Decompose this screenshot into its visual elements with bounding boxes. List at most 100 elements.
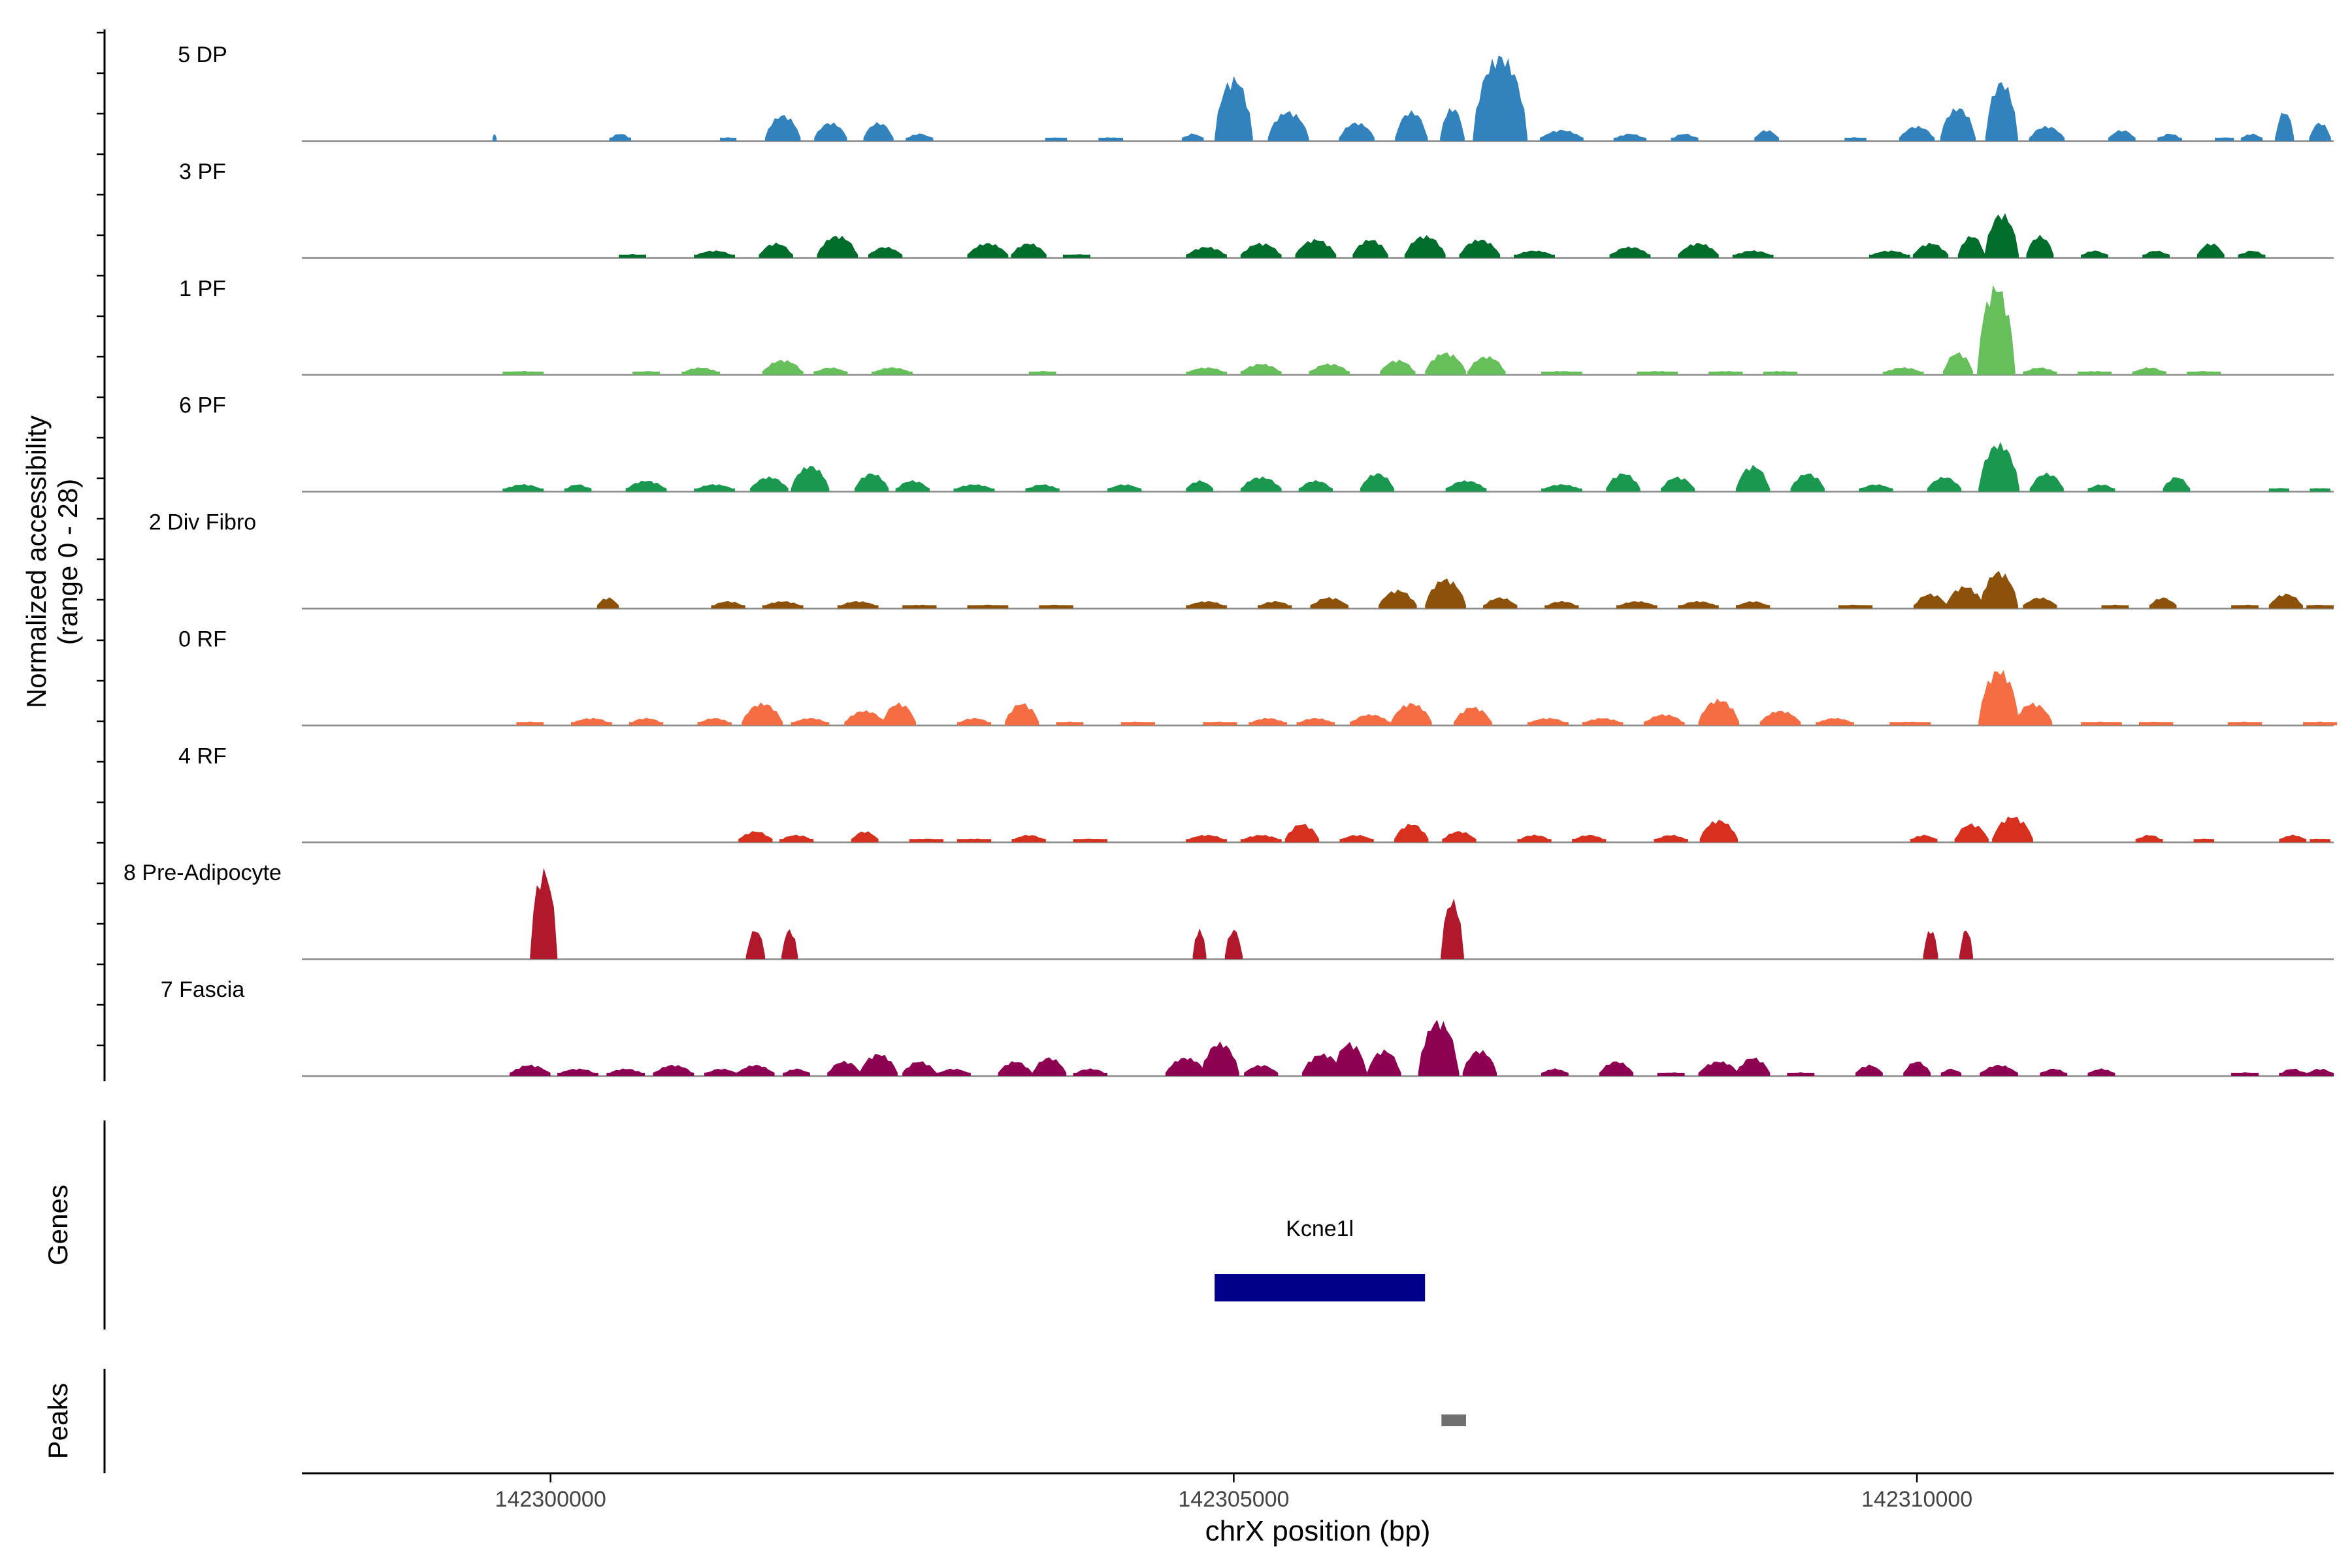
coverage-peak — [1098, 137, 1123, 141]
coverage-peak — [1855, 1064, 1883, 1076]
coverage-peak — [2135, 835, 2163, 843]
coverage-peak — [1360, 473, 1395, 492]
coverage-peak — [694, 484, 735, 492]
coverage-peak — [2081, 250, 2108, 258]
coverage-peak — [781, 929, 798, 960]
coverage-peak — [2193, 838, 2214, 843]
coverage-peak — [779, 834, 814, 843]
coverage-peak — [1025, 484, 1060, 492]
coverage-peak — [1698, 1061, 1740, 1076]
track-label: 0 RF — [178, 627, 227, 651]
coverage-peak — [956, 717, 992, 726]
coverage-peak — [1787, 1072, 1815, 1076]
coverage-peak — [1186, 367, 1227, 375]
coverage-peak — [1440, 108, 1465, 141]
coverage-peak — [1339, 122, 1375, 141]
coverage-peak — [1352, 240, 1388, 258]
coverage-peak — [2026, 235, 2054, 258]
track-7-fascia: 7 Fascia — [161, 977, 2334, 1077]
coverage-peak — [1661, 476, 1695, 492]
coverage-peak — [2227, 721, 2262, 726]
coverage-peak — [1978, 442, 2019, 492]
coverage-peak — [844, 710, 886, 726]
coverage-peak — [998, 1061, 1032, 1076]
coverage-peak — [1838, 604, 1873, 609]
coverage-peak — [1923, 931, 1938, 960]
coverage-peak — [1736, 601, 1771, 609]
coverage-peak — [619, 253, 646, 258]
coverage-peak — [745, 931, 765, 960]
coverage-peak — [1790, 473, 1825, 492]
coverage-peak — [967, 604, 1009, 609]
coverage-peak — [1844, 137, 1867, 141]
accessibility-tracks: 5 DP 3 PF 1 PF 6 PF 2 Div Fibro 0 RF 4 RF 8 Pre… — [123, 42, 2338, 1077]
track-8-pre-adipocyte: 8 Pre-Adipocyte — [123, 860, 2334, 960]
coverage-peak — [1045, 137, 1068, 141]
coverage-peak — [1011, 834, 1046, 843]
coverage-peak — [2081, 721, 2122, 726]
coverage-peak — [1296, 718, 1335, 726]
coverage-peak — [606, 1068, 645, 1076]
x-tick-label: 142305000 — [1178, 1487, 1289, 1512]
peaks-panel-label: Peaks — [42, 1383, 73, 1460]
coverage-peak — [1310, 596, 1349, 609]
coverage-peak — [1240, 242, 1282, 258]
coverage-peak — [2157, 133, 2182, 141]
coverage-peak — [750, 476, 789, 492]
genes-panel-label: Genes — [42, 1184, 73, 1266]
coverage-peak — [1107, 484, 1142, 492]
coverage-peak — [1418, 1019, 1460, 1076]
coverage-peak — [1599, 1061, 1634, 1076]
coverage-peak — [813, 367, 848, 375]
coverage-peak — [1425, 352, 1466, 375]
track-label: 1 PF — [179, 276, 226, 301]
coverage-peak — [1186, 246, 1227, 258]
coverage-peak — [1445, 480, 1487, 492]
coverage-peak — [1899, 125, 1935, 141]
coverage-peak — [1978, 670, 2019, 726]
peak-region — [1441, 1414, 1466, 1426]
coverage-peak — [872, 367, 913, 375]
coverage-peak — [596, 597, 619, 609]
coverage-peak — [1339, 834, 1374, 843]
coverage-peak — [2149, 597, 2177, 609]
coverage-peak — [2142, 250, 2170, 258]
coverage-peak — [1462, 1050, 1497, 1076]
coverage-peak — [1062, 254, 1090, 258]
coverage-peak — [1671, 133, 1699, 141]
coverage-peak — [1903, 1062, 1931, 1076]
coverage-peak — [571, 717, 612, 726]
coverage-peak — [1395, 110, 1428, 141]
coverage-peak — [1298, 480, 1333, 492]
x-axis-title: chrX position (bp) — [1205, 1515, 1431, 1547]
coverage-peak — [1039, 604, 1073, 609]
coverage-peak — [791, 466, 830, 492]
coverage-peak — [1005, 703, 1039, 726]
coverage-peak — [2306, 1068, 2334, 1076]
track-2-div-fibro: 2 Div Fibro — [149, 510, 2334, 610]
track-1-pf: 1 PF — [179, 276, 2334, 376]
coverage-peak — [1606, 473, 1641, 492]
coverage-peak — [557, 1068, 598, 1076]
coverage-peak — [1284, 823, 1320, 843]
coverage-peak — [2023, 597, 2057, 609]
coverage-peak — [2087, 1068, 2115, 1076]
coverage-peak — [1616, 601, 1658, 609]
coverage-peak — [765, 115, 801, 141]
coverage-peak — [2309, 122, 2331, 141]
coverage-peak — [1609, 246, 1651, 258]
coverage-peak — [817, 235, 858, 258]
coverage-peak — [1541, 484, 1582, 492]
coverage-peak — [1980, 1065, 2018, 1076]
coverage-peak — [909, 838, 943, 843]
coverage-peak — [895, 480, 930, 492]
coverage-peak — [855, 473, 889, 492]
track-0-rf: 0 RF — [178, 627, 2338, 727]
coverage-peak — [2306, 604, 2334, 609]
coverage-peak — [632, 371, 660, 375]
coverage-peak — [1980, 570, 2018, 609]
coverage-peak — [1056, 721, 1084, 726]
coverage-peak — [759, 242, 793, 258]
coverage-peak — [653, 1064, 694, 1076]
coverage-peak — [1425, 578, 1466, 609]
